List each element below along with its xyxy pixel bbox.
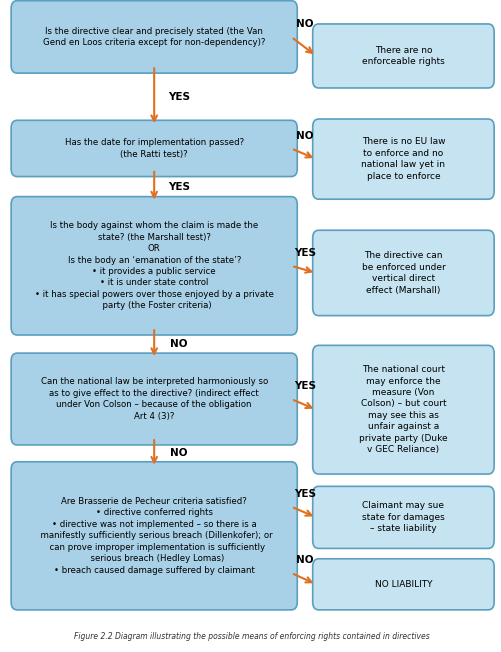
Text: Claimant may sue
state for damages
– state liability: Claimant may sue state for damages – sta… bbox=[361, 501, 444, 533]
Text: Are Brasserie de Pecheur criteria satisfied?
• directive conferred rights
• dire: Are Brasserie de Pecheur criteria satisf… bbox=[35, 497, 273, 574]
Text: Can the national law be interpreted harmoniously so
as to give effect to the dir: Can the national law be interpreted harm… bbox=[41, 378, 267, 421]
Text: YES: YES bbox=[294, 248, 315, 258]
FancyBboxPatch shape bbox=[312, 24, 493, 88]
Text: YES: YES bbox=[168, 182, 190, 192]
FancyBboxPatch shape bbox=[11, 197, 297, 335]
Text: NO: NO bbox=[296, 130, 313, 140]
Text: The national court
may enforce the
measure (Von
Colson) – but court
may see this: The national court may enforce the measu… bbox=[358, 365, 447, 454]
Text: NO LIABILITY: NO LIABILITY bbox=[374, 580, 431, 589]
Text: YES: YES bbox=[294, 489, 315, 499]
Text: There is no EU law
to enforce and no
national law yet in
place to enforce: There is no EU law to enforce and no nat… bbox=[361, 138, 444, 181]
FancyBboxPatch shape bbox=[312, 119, 493, 200]
Text: Figure 2.2 Diagram illustrating the possible means of enforcing rights contained: Figure 2.2 Diagram illustrating the poss… bbox=[73, 632, 428, 641]
Text: Has the date for implementation passed?
(the Ratti test)?: Has the date for implementation passed? … bbox=[65, 138, 243, 158]
FancyBboxPatch shape bbox=[312, 559, 493, 610]
FancyBboxPatch shape bbox=[11, 353, 297, 445]
Text: Is the body against whom the claim is made the
state? (the Marshall test)?
OR
Is: Is the body against whom the claim is ma… bbox=[35, 221, 273, 310]
FancyBboxPatch shape bbox=[312, 486, 493, 548]
Text: NO: NO bbox=[170, 449, 187, 458]
FancyBboxPatch shape bbox=[11, 462, 297, 610]
Text: NO: NO bbox=[296, 555, 313, 565]
Text: NO: NO bbox=[170, 339, 187, 349]
Text: Is the directive clear and precisely stated (the Van
Gend en Loos criteria excep: Is the directive clear and precisely sta… bbox=[43, 27, 265, 47]
FancyBboxPatch shape bbox=[312, 346, 493, 474]
Text: YES: YES bbox=[294, 381, 315, 391]
Text: There are no
enforceable rights: There are no enforceable rights bbox=[361, 46, 444, 67]
FancyBboxPatch shape bbox=[11, 1, 297, 73]
FancyBboxPatch shape bbox=[11, 121, 297, 177]
Text: The directive can
be enforced under
vertical direct
effect (Marshall): The directive can be enforced under vert… bbox=[361, 251, 444, 295]
FancyBboxPatch shape bbox=[312, 230, 493, 316]
Text: NO: NO bbox=[296, 19, 313, 29]
Text: YES: YES bbox=[168, 92, 190, 102]
